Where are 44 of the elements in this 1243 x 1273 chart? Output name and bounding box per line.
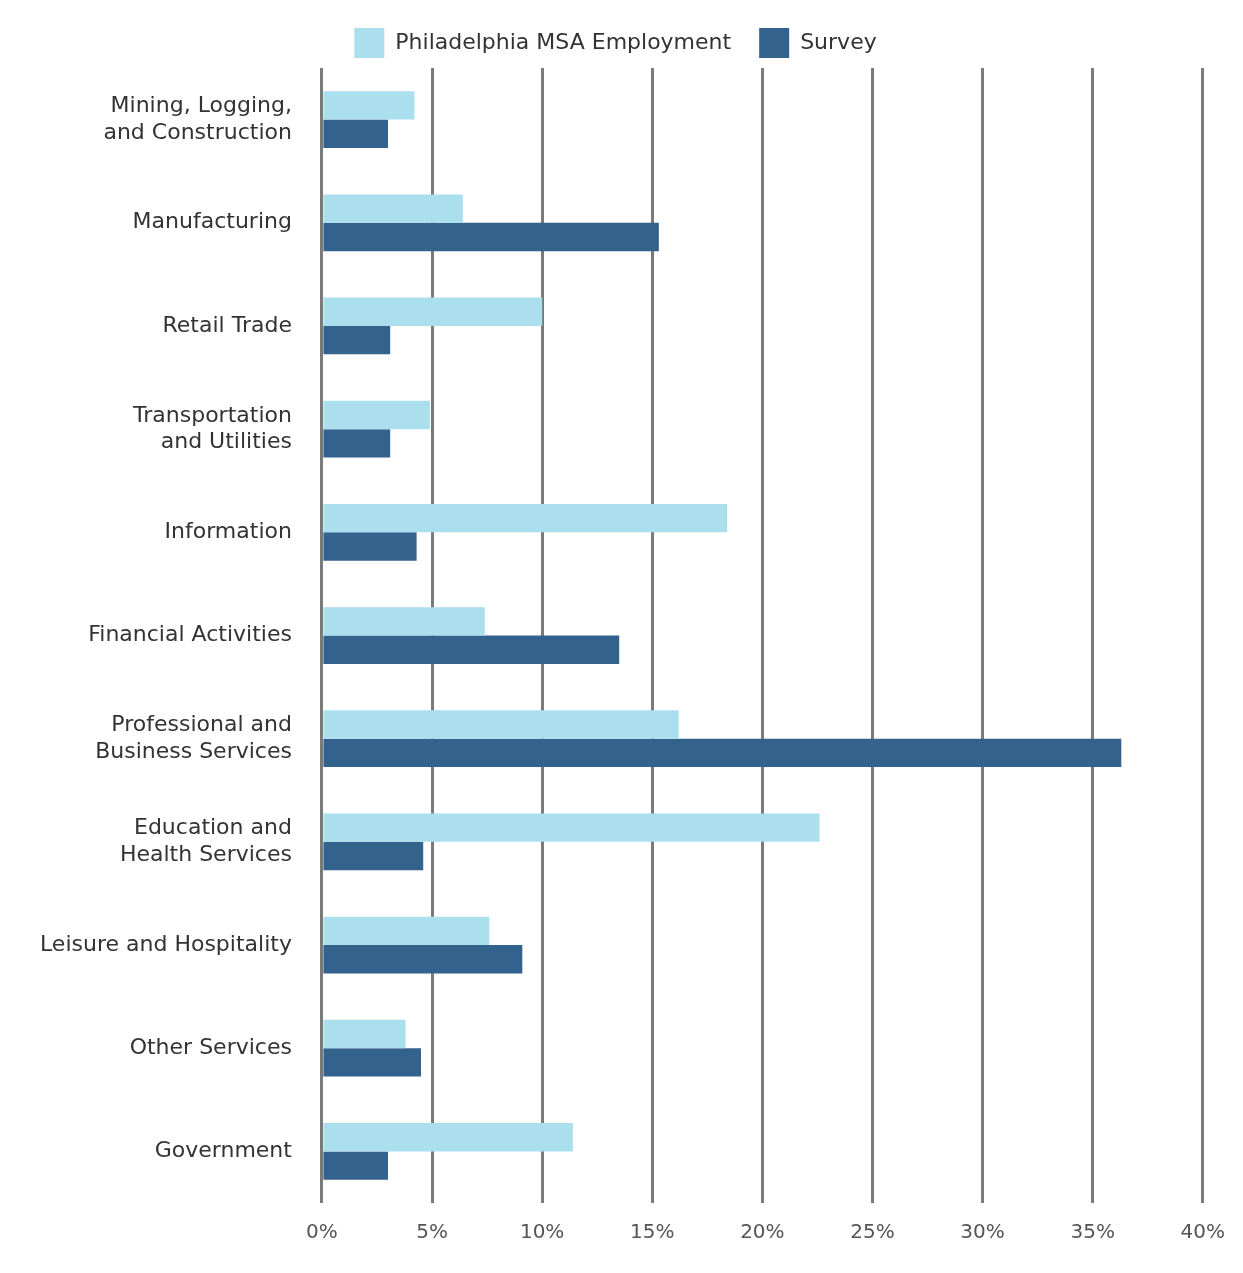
- bar: [323, 194, 463, 223]
- x-tick-label: 10%: [519, 1219, 565, 1244]
- bar: [323, 429, 391, 458]
- bar: [323, 1151, 388, 1180]
- y-tick-label: Other Services: [129, 1033, 292, 1059]
- legend-label: Survey: [800, 28, 877, 54]
- bar: [323, 813, 820, 842]
- bar: [323, 91, 415, 120]
- bar: [323, 119, 388, 148]
- x-tick-label: 30%: [960, 1219, 1005, 1244]
- bar: [323, 400, 430, 430]
- y-tick-label: Professional and Business Services: [95, 711, 292, 763]
- bar: [323, 841, 424, 871]
- y-tick-label: Manufacturing: [132, 208, 292, 234]
- bar: [323, 503, 728, 533]
- x-tick-label: 0%: [306, 1219, 338, 1244]
- x-tick-label: 15%: [630, 1219, 675, 1244]
- y-tick-label: Transportation and Utilities: [132, 401, 292, 454]
- bar: [323, 532, 417, 561]
- bar: [323, 635, 620, 664]
- y-tick-label: Leisure and Hospitality: [39, 930, 292, 956]
- bar: [323, 945, 523, 974]
- bar: [323, 710, 679, 739]
- y-tick-label: Retail Trade: [162, 311, 292, 337]
- x-tick-label: 35%: [1070, 1219, 1115, 1244]
- y-tick-label: Financial Activities: [88, 621, 292, 647]
- bar: [323, 607, 485, 636]
- bar: [323, 1048, 422, 1077]
- y-tick-label: Mining, Logging, and Construction: [103, 92, 292, 144]
- x-tick-label: 40%: [1180, 1219, 1225, 1244]
- bar: [323, 222, 659, 252]
- y-tick-label: Government: [154, 1137, 293, 1163]
- legend-label: Philadelphia MSA Employment: [395, 28, 732, 54]
- x-tick-label: 5%: [416, 1219, 448, 1244]
- y-tick-label: Education and Health Services: [119, 814, 292, 866]
- bar: [323, 1123, 573, 1152]
- bar: [323, 325, 391, 355]
- x-tick-label: 20%: [740, 1219, 785, 1244]
- bar: [323, 916, 490, 946]
- bar: [323, 1019, 406, 1049]
- bar: [323, 738, 1122, 768]
- y-tick-label: Information: [164, 518, 292, 544]
- bar: [323, 297, 543, 326]
- x-tick-label: 25%: [850, 1219, 895, 1244]
